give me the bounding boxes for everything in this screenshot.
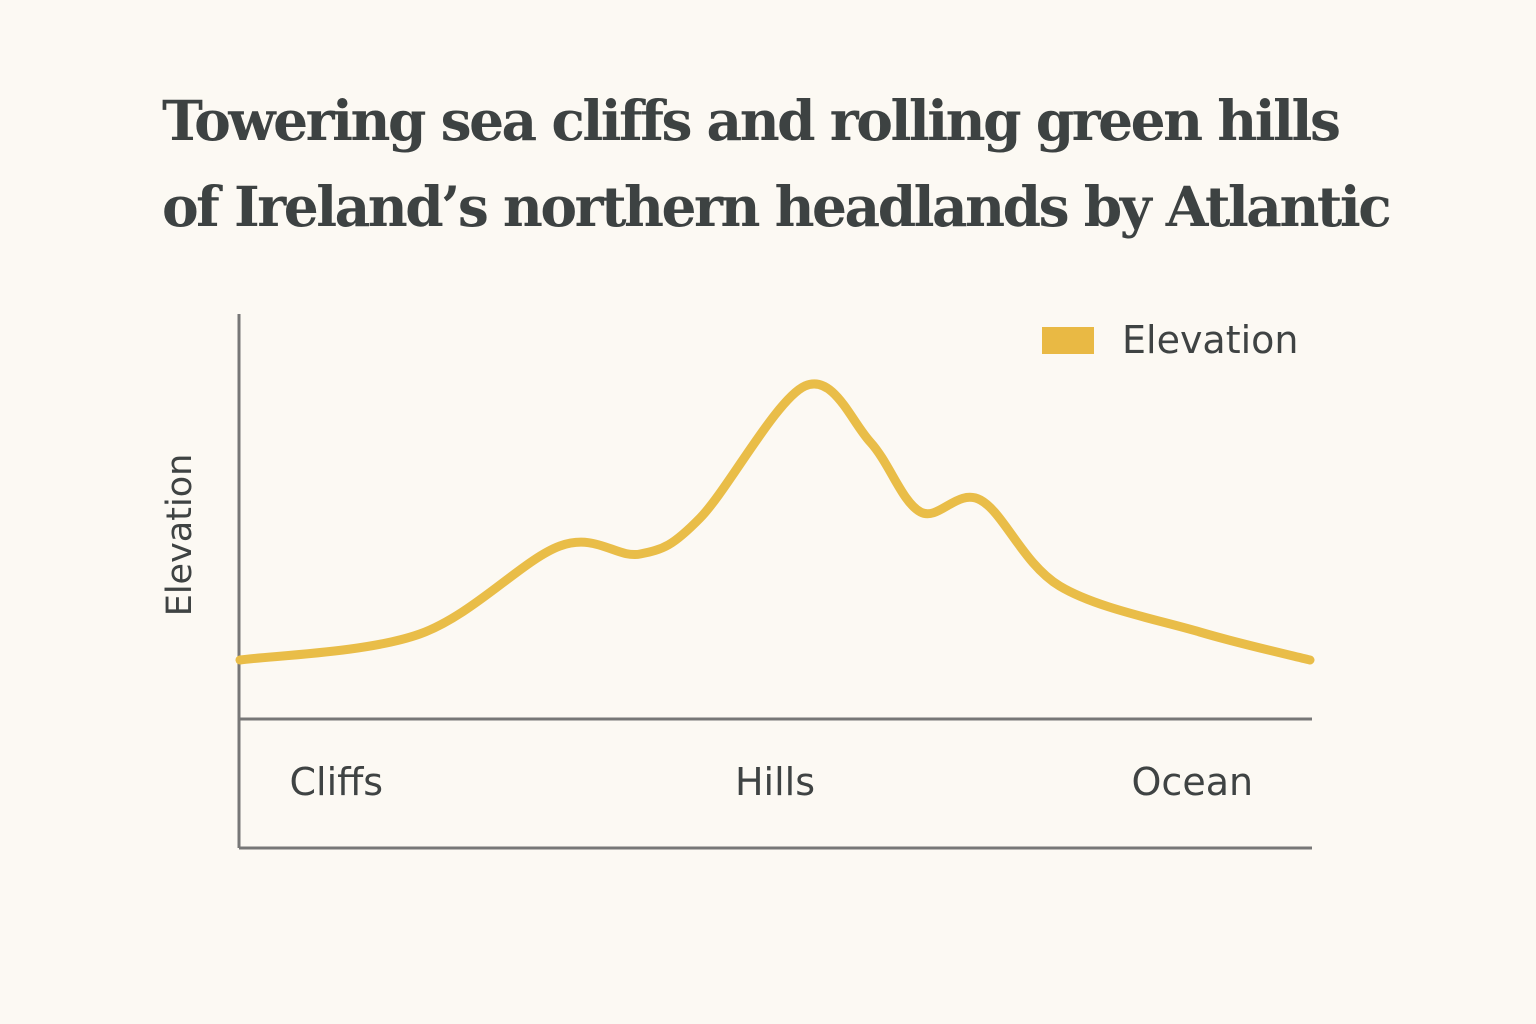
elevation-line [235, 379, 1315, 665]
x-tick-label-ocean: Ocean [1131, 760, 1254, 804]
legend: Elevation [1042, 318, 1299, 362]
chart-title-line-1: Towering sea cliffs and rolling green hi… [162, 88, 1341, 153]
legend-swatch-elevation [1042, 326, 1094, 354]
x-tick-label-cliffs: Cliffs [289, 760, 384, 804]
y-axis-label: Elevation [160, 453, 200, 617]
chart-title: Towering sea cliffs and rolling green hi… [162, 78, 1392, 250]
chart-title-line-2: of Ireland’s northern headlands by Atlan… [162, 174, 1392, 239]
legend-label-elevation: Elevation [1122, 318, 1299, 362]
x-tick-label-hills: Hills [734, 760, 816, 804]
